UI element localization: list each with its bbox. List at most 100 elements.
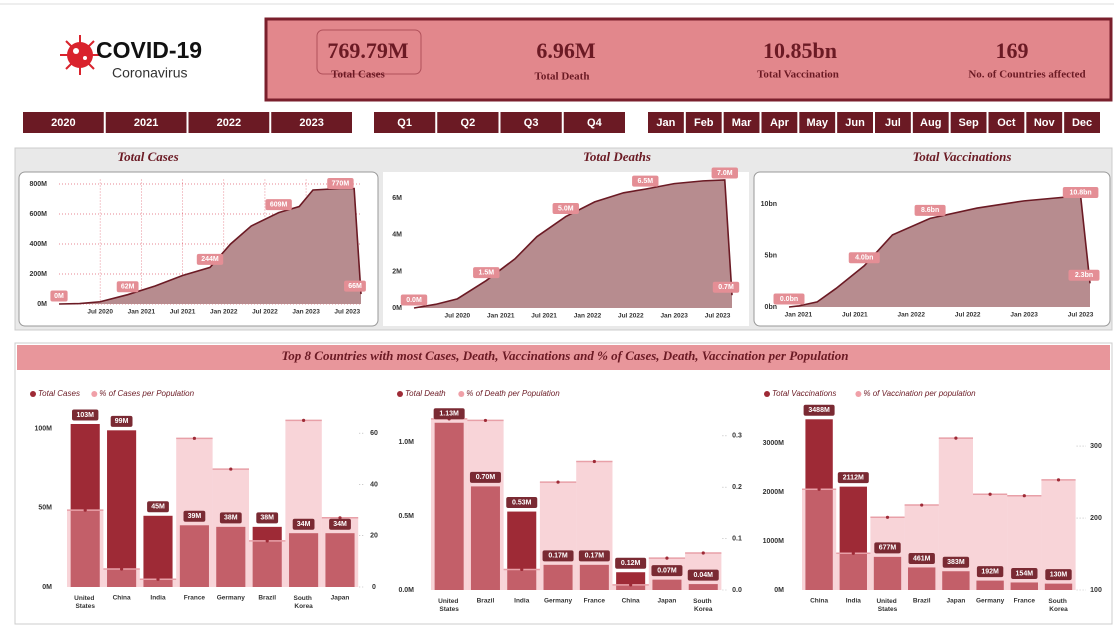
x-tick-label: China	[810, 598, 828, 605]
slicer-label[interactable]: Oct	[997, 117, 1016, 129]
slicer-button[interactable]	[374, 112, 436, 133]
slicer-label[interactable]: Q3	[524, 117, 539, 129]
slicer-button[interactable]	[1064, 112, 1100, 133]
data-label-bg	[256, 512, 279, 524]
slicer-label[interactable]: 2022	[217, 117, 241, 129]
slicer-label[interactable]: Apr	[770, 117, 790, 129]
data-label-bg	[908, 552, 935, 564]
data-label: 0.0M	[406, 297, 422, 304]
data-label-bg	[473, 267, 500, 279]
percent-area	[103, 569, 140, 587]
logo-subtitle: Coronavirus	[112, 65, 187, 81]
slicer-button[interactable]	[723, 112, 760, 133]
data-label-bg	[1045, 569, 1072, 581]
slicer-button[interactable]	[105, 112, 187, 133]
slicer-label[interactable]: Nov	[1034, 117, 1056, 129]
slicer-label[interactable]: Q1	[397, 117, 412, 129]
data-label: 2.3bn	[1075, 272, 1093, 279]
slicer-button[interactable]	[837, 112, 873, 133]
bar	[543, 564, 573, 590]
x-tick-label: Jan 2022	[210, 309, 238, 316]
x-tick-label: Jul 2023	[705, 313, 731, 320]
percent-dot	[851, 551, 855, 555]
slicer-label[interactable]: 2023	[299, 117, 323, 129]
data-label-bg	[50, 290, 68, 302]
percent-area	[467, 420, 504, 590]
bar	[470, 486, 500, 590]
slicer-button[interactable]	[685, 112, 722, 133]
kpi-value: 6.96M	[536, 38, 596, 63]
slicer-button[interactable]	[875, 112, 911, 133]
legend-label: % of Vaccination per population	[863, 389, 976, 398]
x-tick-label: Jan 2021	[128, 309, 156, 316]
data-label-bg	[837, 472, 869, 484]
slicer-label[interactable]: Mar	[732, 117, 752, 129]
bar	[942, 571, 970, 590]
data-label-bg	[712, 281, 740, 293]
slicer-button[interactable]	[988, 112, 1025, 133]
data-label-bg	[1062, 187, 1099, 198]
legend-marker	[397, 391, 403, 397]
x-tick-label: Jan 2023	[292, 309, 320, 316]
slicer-label[interactable]: Dec	[1072, 117, 1092, 129]
bar	[839, 486, 867, 590]
percent-dot	[988, 492, 992, 496]
slicer-button[interactable]	[188, 112, 270, 133]
slicer-label[interactable]: Q4	[587, 117, 603, 129]
bar	[179, 525, 209, 587]
data-label: 4.0bn	[855, 255, 873, 262]
slicer-label[interactable]: Aug	[920, 117, 941, 129]
slicer-button[interactable]	[648, 112, 684, 133]
data-label: 6.5M	[637, 178, 653, 185]
slicer-label[interactable]: Sep	[958, 117, 978, 129]
kpi-label: No. of Countries affected	[968, 69, 1085, 81]
slicer-label[interactable]: Jun	[845, 117, 865, 129]
percent-area	[503, 569, 540, 590]
slicer-button[interactable]	[23, 112, 104, 133]
slicer-button[interactable]	[950, 112, 987, 133]
y-tick-label: 3000M	[763, 440, 785, 447]
x-tick-label: Jul 2020	[445, 313, 471, 320]
data-label: 677M	[879, 545, 897, 552]
percent-area	[431, 418, 468, 590]
slicer-button[interactable]	[271, 112, 352, 133]
data-label: 0.7M	[718, 284, 734, 291]
slicer-label[interactable]: Feb	[694, 117, 714, 129]
x-tick-label: Jul 2021	[842, 312, 868, 319]
legend-label: % of Death per Population	[466, 389, 560, 398]
slicer-button[interactable]	[761, 112, 798, 133]
y-tick-label: 600M	[29, 211, 47, 218]
data-label: 130M	[1050, 571, 1068, 578]
data-label: 38M	[260, 515, 274, 522]
y-tick-label: 200M	[29, 271, 47, 278]
data-label-bg	[110, 415, 133, 427]
slicer-button[interactable]	[799, 112, 836, 133]
slicer-label[interactable]: Jul	[885, 117, 901, 129]
slicer-label[interactable]: Jan	[656, 117, 675, 129]
bar	[976, 580, 1004, 590]
data-label-bg	[183, 510, 206, 522]
slicer-label[interactable]: 2020	[51, 117, 75, 129]
slicer-label[interactable]: May	[807, 117, 829, 129]
y2-tick-label: 300	[1090, 443, 1102, 450]
slicer-button[interactable]	[563, 112, 625, 133]
bar	[434, 422, 464, 590]
y-tick-label: 50M	[38, 505, 52, 512]
slicer-button[interactable]	[1026, 112, 1063, 133]
y2-tick-label: 0.3	[732, 433, 742, 440]
slicer-label[interactable]: 2021	[134, 117, 158, 129]
slicer-label[interactable]: Q2	[461, 117, 476, 129]
percent-dot	[701, 551, 705, 555]
bar	[1044, 583, 1073, 590]
percent-dot	[1022, 494, 1026, 498]
data-label-bg	[711, 167, 738, 179]
data-label: 0M	[54, 293, 64, 300]
percent-area	[870, 517, 905, 590]
slicer-button[interactable]	[437, 112, 499, 133]
section-header	[17, 345, 1110, 370]
data-label-bg	[914, 204, 946, 216]
bar	[507, 511, 537, 590]
slicer-button[interactable]	[912, 112, 949, 133]
slicer-button[interactable]	[500, 112, 562, 133]
